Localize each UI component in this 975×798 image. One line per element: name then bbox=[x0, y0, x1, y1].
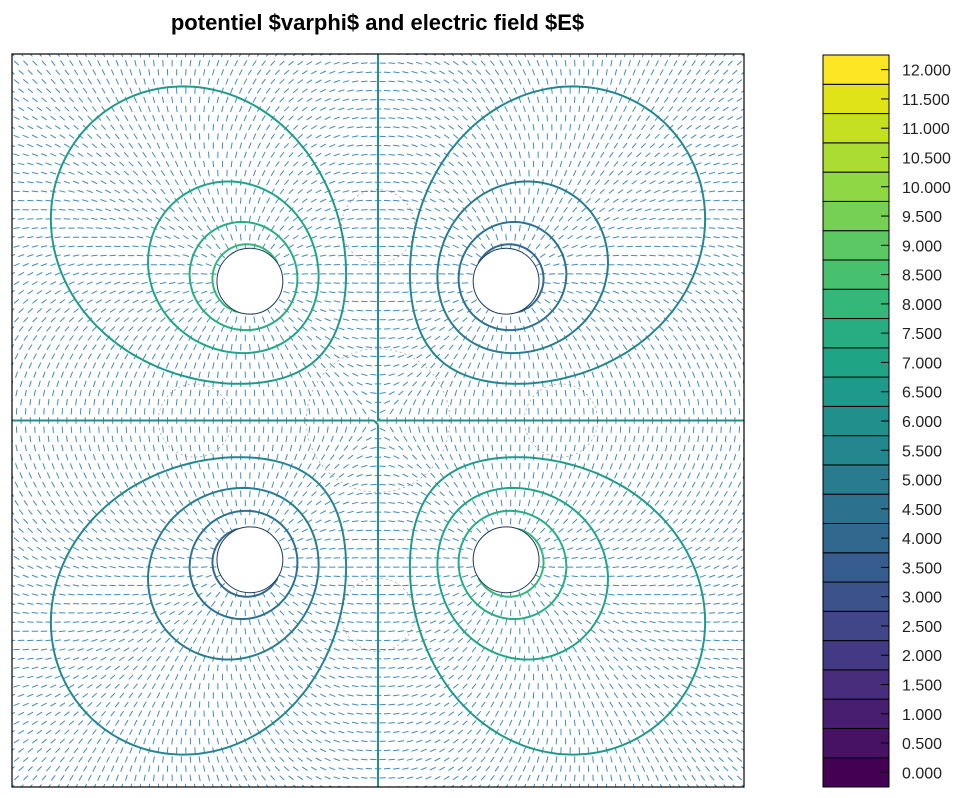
dielectric-region bbox=[341, 577, 415, 652]
colorbar-swatch bbox=[822, 171, 890, 202]
contour-line bbox=[188, 221, 568, 620]
contour-line bbox=[49, 85, 707, 756]
electrodes bbox=[216, 247, 540, 594]
colorbar-swatch bbox=[822, 376, 890, 407]
colorbar-swatch bbox=[822, 288, 890, 320]
colorbar-tick-label: 8.500 bbox=[902, 268, 942, 285]
colorbar-swatch bbox=[822, 200, 890, 232]
colorbar-swatch bbox=[822, 727, 890, 759]
colorbar-tick-label: 3.500 bbox=[902, 560, 942, 577]
colorbar-swatch bbox=[822, 347, 890, 378]
colorbar-tick-label: 0.000 bbox=[902, 765, 942, 782]
colorbar-tick-label: 10.500 bbox=[902, 150, 951, 167]
colorbar-swatch bbox=[822, 757, 890, 788]
colorbar-tick-label: 5.500 bbox=[902, 443, 942, 460]
potential-contours bbox=[12, 54, 744, 787]
colorbar-tick-label: 11.000 bbox=[902, 121, 950, 138]
colorbar-swatch bbox=[822, 581, 890, 612]
electrode bbox=[472, 526, 540, 594]
colorbar: 0.000 0.500 1.000 1.500 2.000 2.500 3.000 3.500… bbox=[822, 54, 951, 788]
contour-line bbox=[49, 85, 707, 756]
colorbar-tick-label: 9.500 bbox=[902, 209, 942, 226]
colorbar-tick-label: 2.000 bbox=[902, 648, 942, 665]
colorbar-swatch bbox=[822, 435, 890, 466]
colorbar-tick-label: 3.000 bbox=[902, 590, 942, 607]
colorbar-swatch bbox=[822, 493, 890, 524]
contour-line bbox=[147, 180, 609, 661]
colorbar-tick-label: 11.500 bbox=[902, 92, 950, 109]
colorbar-tick-label: 4.500 bbox=[902, 502, 942, 519]
electric-field-arrows bbox=[12, 54, 744, 787]
colorbar-tick-label: 0.500 bbox=[902, 736, 942, 753]
colorbar-swatch bbox=[822, 405, 890, 437]
colorbar-tick-label: 5.000 bbox=[902, 473, 942, 490]
colorbar-swatch bbox=[822, 318, 890, 349]
colorbar-tick-label: 1.000 bbox=[902, 707, 942, 724]
colorbar-swatch bbox=[822, 259, 890, 290]
contour-line bbox=[12, 54, 744, 787]
dielectric-region bbox=[305, 348, 451, 493]
contour-line bbox=[188, 221, 568, 620]
colorbar-tick-label: 10.000 bbox=[902, 180, 951, 197]
dielectric-region bbox=[524, 383, 598, 458]
colorbar-tick-label: 8.000 bbox=[902, 297, 942, 314]
electrode bbox=[216, 247, 284, 315]
colorbar-swatch bbox=[822, 54, 890, 85]
colorbar-tick-label: 7.000 bbox=[902, 355, 942, 372]
colorbar-swatch bbox=[822, 83, 890, 115]
colorbar-tick-label: 6.000 bbox=[902, 414, 942, 431]
colorbar-tick-label: 7.500 bbox=[902, 326, 942, 343]
chart-title: potentiel $varphi$ and electric field $E… bbox=[170, 10, 585, 35]
field-arrow-set bbox=[12, 54, 744, 787]
electrode bbox=[216, 526, 284, 594]
colorbar-swatch bbox=[822, 552, 890, 583]
colorbar-tick-label: 4.000 bbox=[902, 531, 942, 548]
colorbar-tick-label: 9.000 bbox=[902, 238, 942, 255]
colorbar-tick-label: 12.000 bbox=[902, 63, 951, 80]
colorbar-swatch bbox=[822, 113, 890, 144]
colorbar-swatch bbox=[822, 142, 890, 173]
contour-line bbox=[147, 180, 609, 661]
colorbar-swatch bbox=[822, 610, 890, 642]
colorbar-swatch bbox=[822, 669, 890, 700]
colorbar-swatch bbox=[822, 522, 890, 554]
colorbar-swatch bbox=[822, 464, 890, 495]
colorbar-swatch bbox=[822, 230, 890, 261]
colorbar-tick-label: 1.500 bbox=[902, 678, 942, 695]
dielectric-region bbox=[341, 189, 415, 264]
colorbar-swatch bbox=[822, 698, 890, 729]
electrode bbox=[472, 247, 540, 315]
colorbar-tick-label: 6.500 bbox=[902, 385, 942, 402]
colorbar-swatch bbox=[822, 640, 890, 671]
colorbar-tick-label: 2.500 bbox=[902, 619, 942, 636]
dielectric-region bbox=[158, 383, 232, 458]
plot-frame bbox=[11, 53, 745, 788]
